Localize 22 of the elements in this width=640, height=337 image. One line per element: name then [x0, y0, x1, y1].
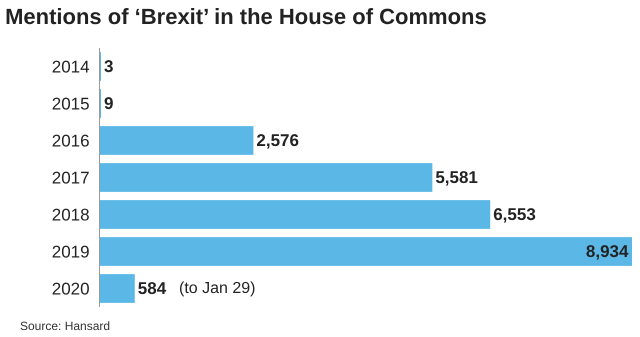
data-label: 584 [138, 279, 167, 298]
chart-title: Mentions of ‘Brexit’ in the House of Commons [5, 4, 487, 29]
bar [100, 163, 432, 192]
annotation: (to Jan 29) [179, 280, 256, 297]
y-tick-label: 2017 [52, 168, 90, 188]
bar [100, 200, 490, 229]
y-tick-label: 2018 [52, 205, 90, 224]
bar [100, 237, 632, 266]
y-tick-label: 2015 [52, 94, 90, 114]
data-label: 8,934 [586, 242, 629, 261]
bar [100, 126, 254, 155]
data-label: 3 [104, 57, 114, 76]
y-tick-label: 2019 [52, 242, 90, 262]
bar [100, 274, 135, 303]
source-note: Source: Hansard [20, 319, 110, 333]
y-tick-label: 2020 [52, 279, 90, 298]
y-tick-label: 2014 [52, 57, 90, 76]
data-label: 6,553 [493, 205, 536, 224]
data-label: 5,581 [435, 168, 478, 187]
data-label: 2,576 [256, 131, 299, 150]
y-tick-label: 2016 [52, 131, 90, 150]
data-label: 9 [104, 94, 114, 113]
